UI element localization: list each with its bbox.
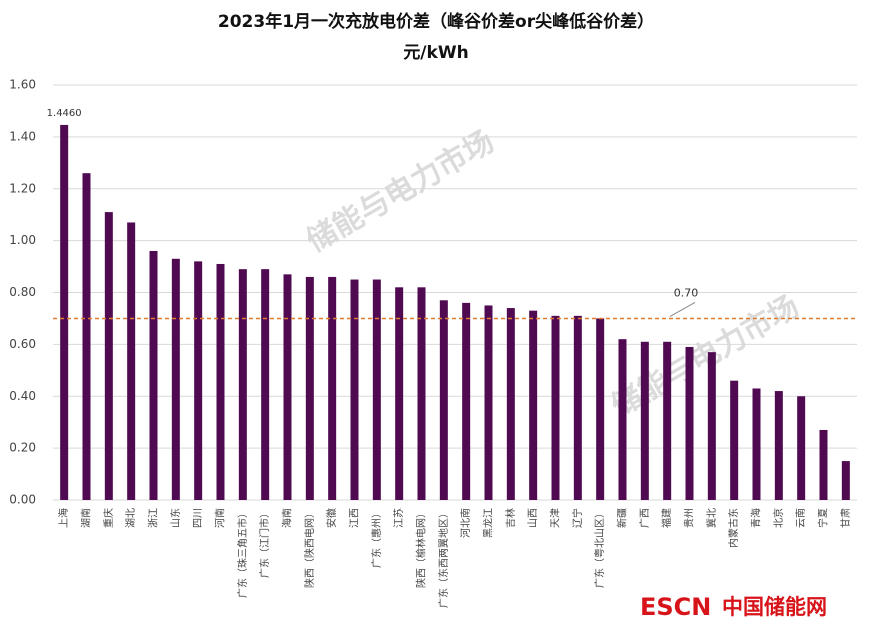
x-tick-label: 内蒙古东	[727, 508, 740, 548]
x-tick-label: 江苏	[392, 508, 405, 528]
bar	[506, 308, 515, 500]
x-tick-label: 山东	[169, 508, 182, 528]
x-tick-label: 陕西（陕西电网）	[303, 508, 316, 588]
x-tick-label: 甘肃	[839, 508, 852, 528]
x-tick-label: 湖北	[125, 508, 137, 528]
bar	[462, 302, 471, 500]
bar	[774, 391, 783, 500]
bar	[238, 269, 247, 500]
x-tick-label: 广西	[639, 508, 651, 528]
bar	[60, 124, 69, 500]
bar	[328, 276, 337, 500]
x-tick-label: 河南	[214, 508, 227, 528]
bar	[82, 173, 91, 500]
chart-subtitle: 元/kWh	[403, 43, 468, 63]
x-tick-label: 黑龙江	[482, 508, 495, 538]
y-tick-label: 0.60	[9, 337, 36, 351]
x-tick-label: 河北南	[459, 508, 472, 538]
bar	[596, 318, 605, 500]
x-tick-label: 广东（珠三角五市）	[236, 508, 249, 598]
bar	[305, 276, 314, 500]
bar	[171, 258, 180, 500]
bar	[573, 315, 582, 500]
x-tick-label: 云南	[794, 508, 807, 528]
bar	[551, 315, 560, 500]
bar	[194, 261, 203, 500]
x-tick-label: 浙江	[148, 508, 160, 528]
x-tick-label: 安徽	[325, 508, 338, 528]
bar	[261, 269, 270, 500]
y-tick-label: 0.00	[9, 493, 36, 507]
x-tick-label: 宁夏	[817, 508, 830, 528]
x-tick-label: 新疆	[616, 508, 629, 528]
bar	[216, 263, 225, 500]
bar	[484, 305, 493, 500]
bar	[640, 341, 649, 500]
x-tick-label: 湖南	[80, 508, 93, 528]
bar	[417, 287, 426, 500]
y-tick-label: 1.40	[9, 129, 36, 143]
x-tick-label: 福建	[660, 508, 673, 528]
reference-leader	[669, 302, 696, 317]
x-tick-label: 重庆	[102, 508, 115, 528]
bar	[618, 339, 627, 500]
x-tick-label: 冀北	[705, 508, 718, 528]
x-tick-label: 广东（江门市）	[258, 508, 271, 578]
bar	[663, 341, 672, 500]
bar	[372, 279, 381, 500]
watermark: 储能与电力市场	[301, 124, 500, 259]
bar	[529, 310, 538, 500]
x-tick-label: 江西	[349, 508, 361, 528]
x-tick-label: 广东（惠州）	[370, 508, 383, 568]
bar	[707, 352, 716, 500]
bar	[350, 279, 359, 500]
bar	[104, 212, 113, 500]
bar	[730, 380, 739, 500]
x-tick-label: 北京	[772, 508, 785, 528]
x-tick-label: 广东（粤北山区）	[593, 508, 606, 588]
logo-text: 中国储能网	[722, 595, 827, 619]
x-tick-label: 青海	[750, 508, 763, 528]
y-tick-label: 0.20	[9, 441, 36, 455]
reference-label: 0.70	[674, 286, 699, 299]
logo-escn: ESCN	[640, 593, 711, 621]
x-tick-label: 辽宁	[571, 508, 584, 528]
x-tick-label: 天津	[550, 508, 562, 528]
y-tick-label: 1.20	[9, 181, 36, 195]
x-tick-label: 贵州	[683, 508, 696, 528]
y-tick-label: 0.80	[9, 285, 36, 299]
x-tick-label: 广东（东西两翼地区）	[437, 508, 450, 608]
bar	[283, 274, 292, 500]
bar	[841, 461, 850, 500]
bar	[819, 429, 828, 500]
x-tick-label: 陕西（榆林电网）	[415, 508, 428, 588]
bar	[752, 388, 761, 500]
bar	[127, 222, 136, 500]
y-tick-label: 1.60	[9, 78, 36, 92]
bar	[685, 346, 694, 500]
bar	[439, 300, 448, 500]
y-tick-label: 0.40	[9, 389, 36, 403]
chart-title: 2023年1月一次充放电价差（峰谷价差or尖峰低谷价差）	[218, 11, 654, 32]
x-tick-label: 山西	[527, 508, 539, 528]
bar	[395, 287, 404, 500]
x-tick-label: 四川	[193, 508, 204, 528]
bar	[149, 251, 158, 500]
y-tick-label: 1.00	[9, 233, 36, 247]
x-tick-label: 海南	[281, 508, 294, 528]
data-label: 1.4460	[47, 108, 82, 119]
bar	[797, 396, 806, 500]
x-tick-label: 吉林	[504, 508, 517, 528]
x-tick-label: 上海	[57, 508, 70, 528]
